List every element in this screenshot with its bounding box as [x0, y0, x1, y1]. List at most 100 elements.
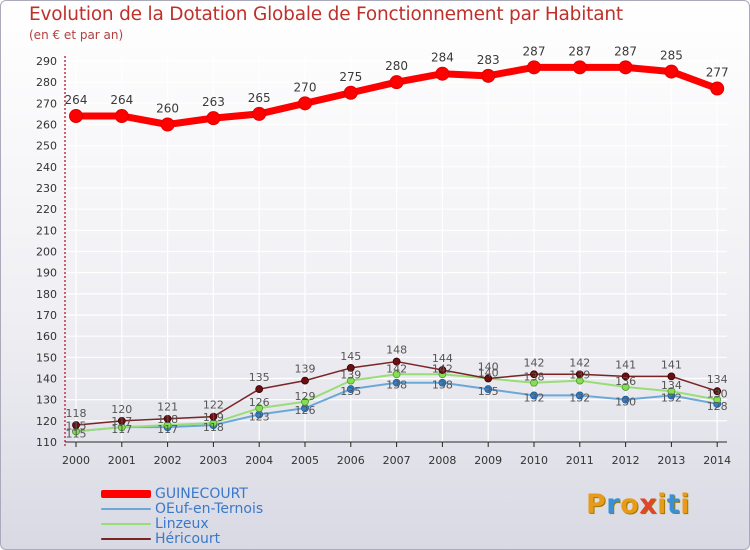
series-point-1 [346, 385, 355, 393]
y-tick-label: 210 [36, 224, 57, 237]
x-tick-label: 2011 [566, 454, 594, 467]
series-point-0 [114, 109, 129, 124]
data-label: 140 [478, 367, 499, 380]
x-tick-label: 2014 [703, 454, 731, 467]
series-point-3 [209, 412, 218, 421]
legend-item: Héricourt [101, 530, 263, 547]
data-label: 287 [523, 44, 546, 58]
data-label: 134 [707, 373, 728, 386]
series-point-0 [160, 117, 175, 132]
series-point-1 [438, 378, 447, 387]
data-label: 138 [432, 379, 453, 392]
series-point-2 [255, 404, 264, 413]
series-point-3 [163, 414, 172, 423]
series-point-3 [438, 366, 447, 374]
data-label: 264 [110, 93, 133, 107]
series-point-1 [530, 391, 538, 400]
data-label: 129 [295, 390, 316, 403]
y-tick-label: 120 [36, 415, 57, 428]
data-label: 118 [157, 413, 178, 426]
legend-item: OEuf-en-Ternois [101, 500, 264, 517]
data-label: 117 [111, 423, 132, 436]
data-label: 142 [524, 356, 545, 369]
series-point-3 [255, 385, 264, 393]
data-label: 287 [614, 44, 637, 58]
data-label: 142 [386, 362, 407, 375]
data-label: 263 [202, 95, 225, 109]
legend-swatch [101, 507, 151, 510]
y-tick-label: 200 [36, 246, 57, 259]
series-point-0 [618, 60, 633, 75]
data-label: 126 [249, 396, 270, 409]
x-tick-label: 2012 [612, 454, 640, 467]
y-tick-label: 160 [36, 330, 57, 343]
data-label: 118 [66, 407, 87, 420]
series-point-1 [621, 395, 630, 404]
y-tick-label: 230 [36, 182, 57, 195]
series-point-2 [392, 370, 401, 379]
series-point-1 [392, 378, 401, 387]
data-label: 128 [707, 400, 728, 413]
y-tick-label: 190 [36, 267, 57, 280]
data-label: 130 [707, 388, 728, 401]
series-point-3 [346, 364, 355, 372]
data-label: 132 [524, 391, 545, 404]
data-label: 138 [524, 371, 545, 384]
data-label: 141 [615, 358, 636, 371]
series-point-2 [621, 383, 630, 391]
series-point-0 [481, 68, 496, 83]
x-tick-label: 2004 [245, 454, 273, 467]
data-label: 270 [294, 80, 317, 94]
series-point-3 [484, 374, 493, 383]
data-label: 126 [295, 404, 316, 417]
data-label: 117 [111, 415, 132, 428]
y-tick-label: 270 [36, 97, 57, 110]
data-label: 144 [432, 352, 453, 365]
x-tick-label: 2008 [428, 454, 456, 467]
x-tick-label: 2001 [108, 454, 136, 467]
y-tick-label: 180 [36, 288, 57, 301]
data-label: 277 [706, 66, 729, 80]
legend-label: Héricourt [155, 530, 221, 547]
legend-item: Linzeux [101, 516, 263, 532]
proxiti-logo: Proxiti [586, 489, 691, 520]
data-label: 117 [157, 423, 178, 436]
data-label: 145 [340, 350, 361, 363]
chart-subtitle: (en € et par an) [29, 28, 124, 42]
data-label: 142 [569, 356, 590, 369]
x-tick-label: 2009 [474, 454, 502, 467]
data-label: 123 [249, 410, 270, 423]
data-label: 136 [615, 375, 636, 388]
legend-swatch [101, 489, 151, 498]
data-label: 132 [661, 391, 682, 404]
data-label: 260 [156, 102, 179, 116]
series-point-0 [69, 109, 83, 124]
series-point-0 [206, 111, 221, 126]
data-label: 120 [111, 403, 132, 416]
series-point-3 [575, 370, 584, 379]
legend-item: GUINECOURT [101, 486, 263, 502]
series-point-3 [117, 416, 126, 425]
series-point-0 [572, 60, 587, 75]
data-label: 142 [432, 362, 453, 375]
series-point-2 [301, 397, 309, 406]
data-label: 284 [431, 51, 454, 65]
y-tick-label: 250 [36, 140, 57, 153]
data-label: 264 [65, 93, 88, 107]
data-label: 139 [340, 369, 361, 382]
data-label: 135 [478, 385, 499, 398]
series-point-3 [621, 372, 630, 381]
x-tick-label: 2003 [199, 454, 227, 467]
data-label: 148 [386, 344, 407, 357]
y-tick-label: 140 [36, 373, 57, 386]
y-tick-label: 240 [36, 161, 57, 174]
legend-label: OEuf-en-Ternois [155, 500, 264, 517]
data-label: 122 [203, 399, 224, 412]
legend-swatch [101, 522, 151, 525]
data-label: 139 [295, 363, 316, 376]
data-label: 115 [66, 419, 87, 432]
series-point-0 [664, 64, 679, 79]
data-label: 283 [477, 53, 500, 67]
series-point-0 [298, 96, 312, 111]
